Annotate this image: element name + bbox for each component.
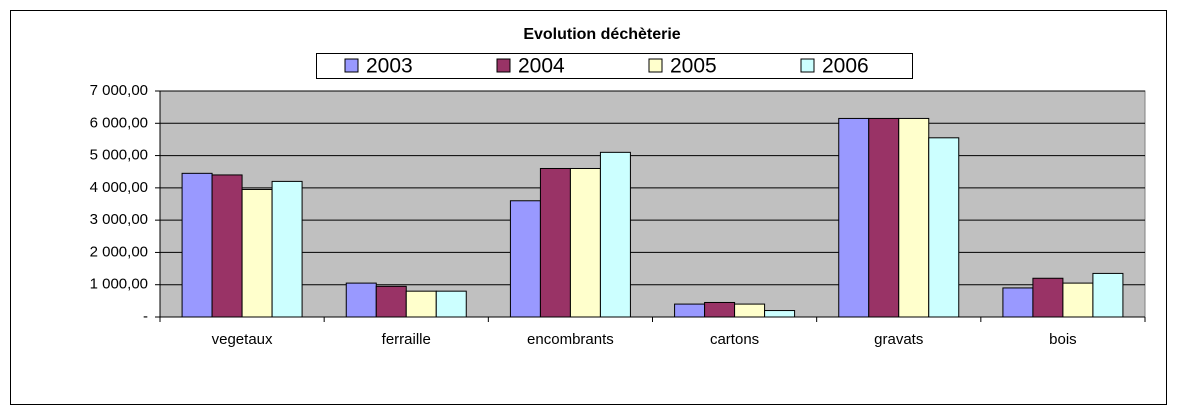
bar xyxy=(704,301,736,318)
bar xyxy=(734,303,766,318)
bar xyxy=(868,117,900,318)
bar xyxy=(569,167,601,318)
y-tick-label: 4 000,00 xyxy=(90,179,148,196)
bar xyxy=(1032,277,1064,318)
bar xyxy=(241,188,273,318)
bar xyxy=(674,303,706,318)
legend-label: 2004 xyxy=(518,55,565,78)
bar xyxy=(1062,282,1094,318)
bar xyxy=(211,174,243,318)
chart-title: Evolution déchèterie xyxy=(523,26,680,43)
bar xyxy=(599,151,631,318)
bar xyxy=(345,282,377,318)
plot-area xyxy=(159,90,1146,318)
legend-label: 2003 xyxy=(366,55,413,78)
x-tick-label: ferraille xyxy=(382,331,431,348)
legend-label: 2005 xyxy=(670,55,717,78)
bar xyxy=(435,290,467,318)
bar xyxy=(928,137,960,318)
legend-marker xyxy=(344,58,359,73)
y-tick-label: 6 000,00 xyxy=(90,114,148,131)
bar xyxy=(271,180,303,318)
bar xyxy=(375,285,407,318)
legend-marker xyxy=(496,58,511,73)
y-tick-label: 7 000,00 xyxy=(90,82,148,99)
legend-marker xyxy=(648,58,663,73)
y-tick-label: - xyxy=(143,308,148,325)
legend-marker xyxy=(800,58,815,73)
x-tick-label: vegetaux xyxy=(212,331,273,348)
x-tick-label: cartons xyxy=(710,331,759,348)
bar xyxy=(1092,272,1124,318)
bar xyxy=(539,167,571,318)
x-tick-label: gravats xyxy=(874,331,923,348)
y-tick-label: 5 000,00 xyxy=(90,147,148,164)
x-tick-label: encombrants xyxy=(527,331,614,348)
y-tick-label: 3 000,00 xyxy=(90,211,148,228)
bar xyxy=(1002,287,1034,318)
bar xyxy=(181,172,213,318)
bar xyxy=(509,200,541,318)
y-tick-label: 2 000,00 xyxy=(90,243,148,260)
bar xyxy=(838,117,870,318)
y-tick-label: 1 000,00 xyxy=(90,276,148,293)
bar xyxy=(898,117,930,318)
legend-label: 2006 xyxy=(822,55,869,78)
bar xyxy=(405,290,437,318)
bar xyxy=(764,310,796,318)
x-tick-label: bois xyxy=(1049,331,1077,348)
